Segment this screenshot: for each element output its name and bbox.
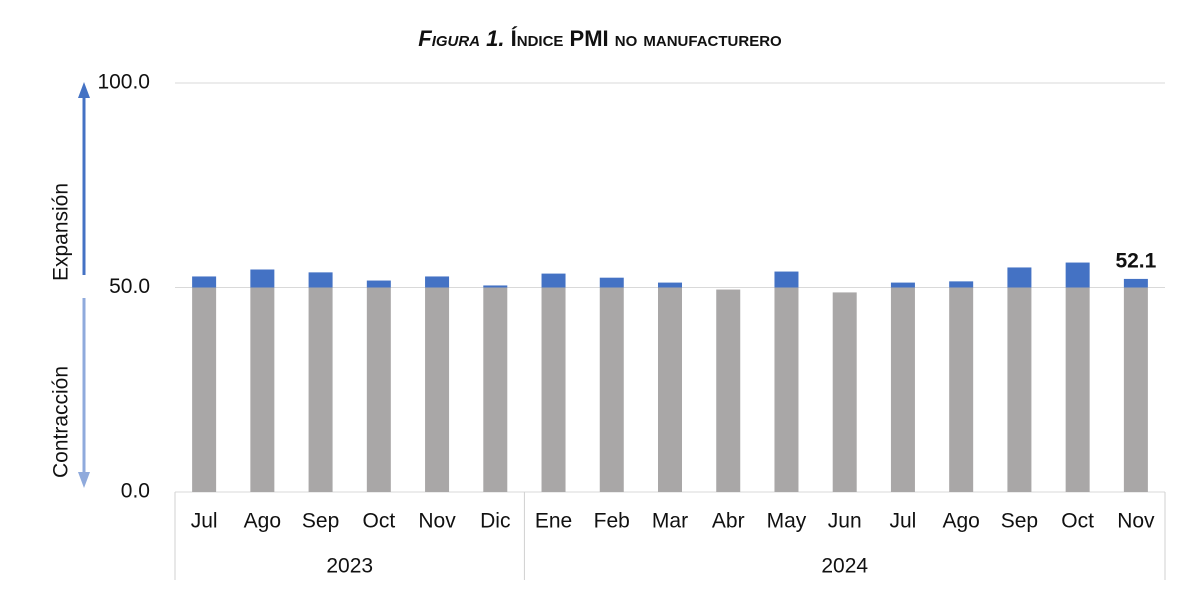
bar-below: [192, 287, 217, 492]
x-tick-label: Oct: [362, 510, 395, 533]
bar-above: [250, 269, 275, 288]
bar-above: [890, 282, 915, 288]
title-prefix: Figura 1.: [418, 26, 504, 51]
bar-below: [716, 289, 741, 492]
bar-below: [483, 287, 508, 492]
bar-above: [949, 281, 974, 288]
bar-below: [832, 292, 857, 492]
x-tick-label: Sep: [1001, 510, 1038, 533]
bar-below: [1065, 287, 1090, 492]
x-tick-label: Feb: [594, 510, 630, 533]
bar-below: [541, 287, 566, 492]
x-tick-label: Ago: [244, 510, 281, 533]
bar-below: [599, 287, 624, 492]
y-tick-label: 100.0: [97, 71, 150, 94]
bar-above: [774, 271, 799, 288]
x-tick-label: May: [767, 510, 807, 533]
bar-above: [308, 272, 333, 288]
bar-above: [366, 280, 391, 288]
bar-below: [774, 287, 799, 492]
bar-below: [250, 287, 275, 492]
bar-below: [425, 287, 450, 492]
x-tick-label: Jul: [890, 510, 917, 533]
bar-below: [949, 287, 974, 492]
bar-above: [1007, 267, 1032, 288]
x-tick-label: Dic: [480, 510, 510, 533]
x-tick-label: Ago: [942, 510, 979, 533]
x-tick-label: Mar: [652, 510, 688, 533]
expansion-label: Expansión: [50, 183, 73, 281]
x-tick-label: Nov: [418, 510, 456, 533]
bar-above: [1123, 278, 1148, 288]
bar-above: [658, 282, 682, 288]
down-arrow-head: [78, 472, 90, 488]
chart-title: Figura 1. Índice PMI no manufacturero: [418, 26, 782, 51]
title-text: Índice PMI no manufacturero: [511, 26, 782, 51]
bar-above: [1065, 262, 1090, 288]
bar-below: [1123, 287, 1148, 492]
x-tick-label: Abr: [712, 510, 745, 533]
bar-above: [483, 285, 508, 288]
value-label: 52.1: [1115, 249, 1156, 272]
x-tick-label: Nov: [1117, 510, 1155, 533]
contraction-label: Contracción: [50, 366, 73, 478]
x-tick-label: Jul: [191, 510, 218, 533]
bar-below: [1007, 287, 1032, 492]
group-label: 2023: [326, 555, 373, 578]
bar-below: [658, 287, 682, 492]
x-tick-label: Sep: [302, 510, 339, 533]
y-tick-label: 50.0: [109, 275, 150, 298]
x-tick-label: Jun: [828, 510, 862, 533]
bar-above: [541, 273, 566, 288]
bar-above: [425, 276, 450, 288]
bar-below: [308, 287, 333, 492]
up-arrow-head: [78, 82, 90, 98]
x-tick-label: Ene: [535, 510, 572, 533]
bar-above: [192, 276, 217, 288]
group-label: 2024: [821, 555, 868, 578]
bar-above: [599, 277, 624, 288]
x-tick-label: Oct: [1061, 510, 1094, 533]
y-tick-label: 0.0: [121, 480, 150, 503]
bar-below: [890, 287, 915, 492]
bar-below: [366, 287, 391, 492]
